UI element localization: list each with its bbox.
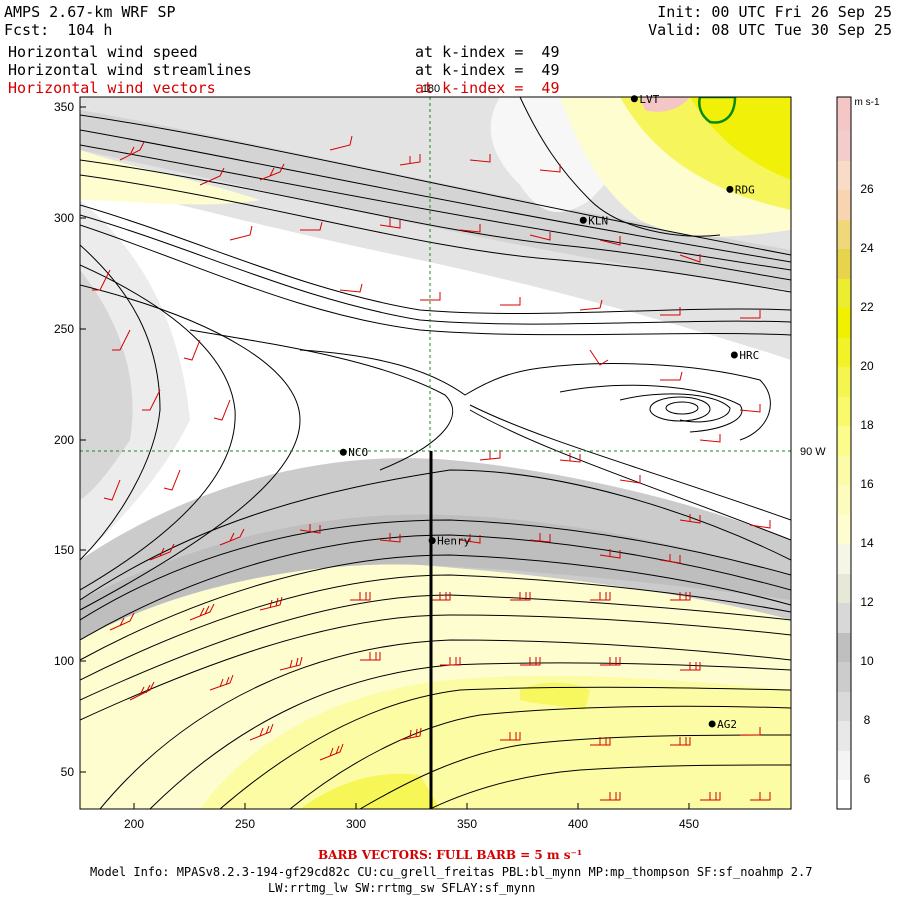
x-tick-label: 350 [457, 817, 477, 831]
colorbar-tick: 6 [864, 772, 871, 786]
colorbar [836, 96, 852, 810]
y-tick-label: 100 [54, 654, 74, 668]
y-tick-label: 350 [54, 100, 74, 114]
station-marker [339, 448, 347, 456]
field-label-speed: Horizontal wind speed [8, 43, 198, 61]
station-marker [428, 537, 436, 545]
model-info-line2: LW:rrtmg_lw SW:rrtmg_sw SFLAY:sf_mynn [268, 881, 536, 895]
wind-speed-field [80, 97, 791, 809]
y-tick-label: 300 [54, 211, 74, 225]
meridian-180-label: 180 [422, 83, 440, 95]
x-tick-label: 450 [679, 817, 699, 831]
meridian-90w-label: 90 W [800, 446, 826, 458]
colorbar-tick: 16 [860, 477, 874, 491]
station-marker [730, 351, 738, 359]
barb-vector-note: BARB VECTORS: FULL BARB = 5 m s⁻¹ [318, 848, 583, 862]
station-marker [579, 216, 587, 224]
station-label: HRC [739, 349, 759, 362]
x-tick-label: 200 [124, 817, 144, 831]
y-tick-label: 200 [54, 433, 74, 447]
colorbar-tick: 8 [864, 713, 871, 727]
stations: NCO Henry KLN RDG HRC AG2 LVT [339, 93, 759, 731]
station-label: AG2 [717, 718, 737, 731]
forecast-hour: Fcst: 104 h [4, 21, 113, 39]
field-level-vectors: at k-index = 49 [415, 79, 560, 97]
station-marker [630, 95, 638, 103]
colorbar-unit: m s-1 [855, 97, 880, 108]
x-axis-labels: 200 250 300 350 400 450 [124, 817, 699, 831]
station-marker [726, 185, 734, 193]
field-level-speed: at k-index = 49 [415, 43, 560, 61]
x-tick-label: 250 [235, 817, 255, 831]
plot-frame [79, 96, 792, 810]
station-label: NCO [348, 446, 368, 459]
y-axis-labels: 50 100 150 200 250 300 350 [54, 100, 74, 779]
model-info-line1: Model Info: MPASv8.2.3-194-gf29cd82c CU:… [90, 865, 813, 879]
colorbar-tick: 14 [860, 536, 874, 550]
colorbar-tick: 18 [860, 418, 874, 432]
colorbar-tick: 12 [860, 595, 874, 609]
tick-marks [80, 106, 690, 809]
colorbar-tick: 20 [860, 359, 874, 373]
y-tick-label: 250 [54, 322, 74, 336]
x-tick-label: 300 [346, 817, 366, 831]
station-label: KLN [588, 214, 608, 227]
colorbar-tick: 24 [860, 241, 874, 255]
station-label: Henry [437, 535, 470, 548]
colorbar-tick: 10 [860, 654, 874, 668]
map-title: AMPS 2.67-km WRF SP [4, 3, 176, 21]
colorbar-tick: 26 [860, 182, 874, 196]
streamlines [80, 114, 791, 809]
colorbar-tick: 22 [860, 300, 874, 314]
colorbar-labels: m s-1 6 8 10 12 14 16 18 20 22 24 26 [855, 97, 880, 786]
y-tick-label: 50 [61, 765, 75, 779]
x-tick-label: 400 [568, 817, 588, 831]
valid-time: Valid: 08 UTC Tue 30 Sep 25 [648, 21, 892, 39]
init-time: Init: 00 UTC Fri 26 Sep 25 [657, 3, 892, 21]
y-tick-label: 150 [54, 543, 74, 557]
wind-barbs [92, 135, 771, 801]
station-label: RDG [735, 183, 755, 196]
field-label-vectors: Horizontal wind vectors [8, 79, 216, 97]
field-level-streamlines: at k-index = 49 [415, 61, 560, 79]
station-marker [708, 720, 716, 728]
field-label-streamlines: Horizontal wind streamlines [8, 61, 252, 79]
station-label: LVT [639, 93, 659, 106]
